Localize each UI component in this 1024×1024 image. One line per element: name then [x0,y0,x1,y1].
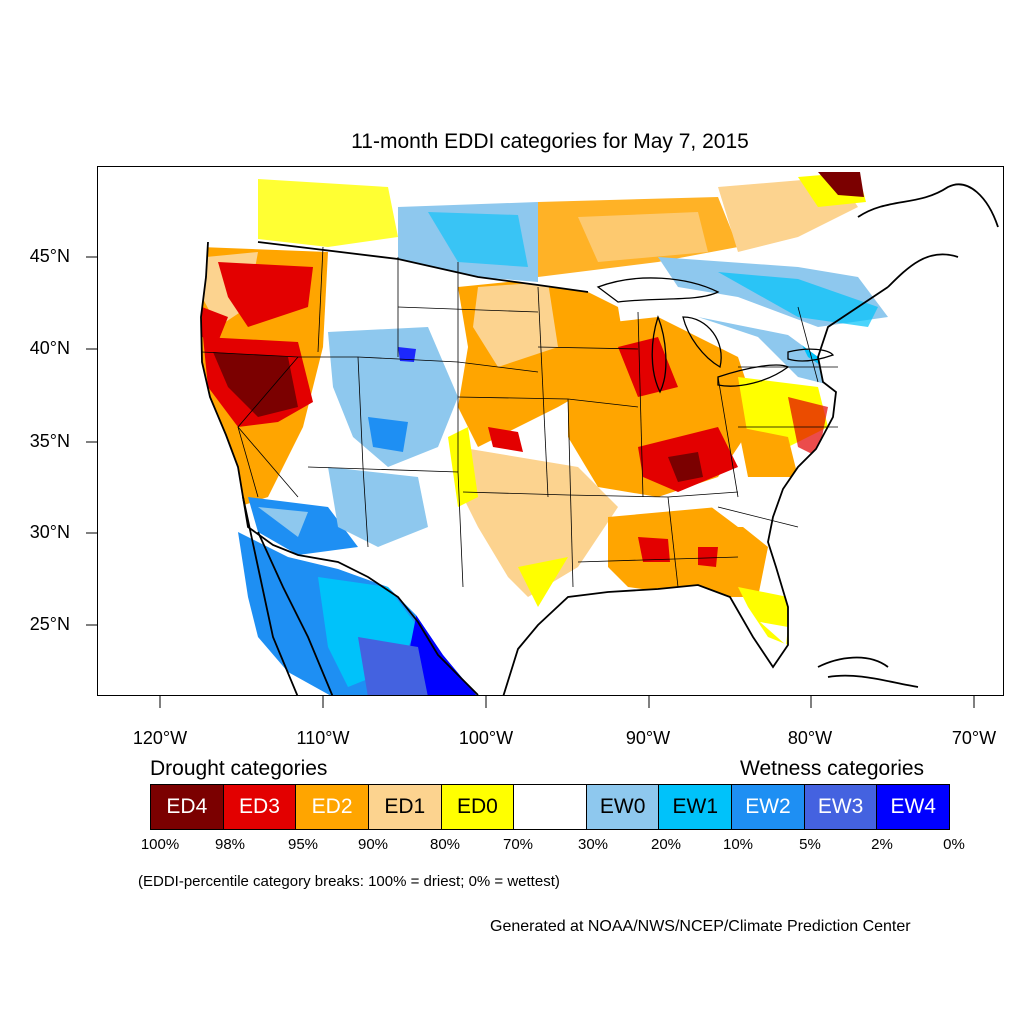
legend-colorbar: ED4 ED3 ED2 ED1 ED0 EW0 EW1 EW2 EW3 EW4 [150,784,950,830]
break-label-5: 5% [799,836,821,853]
lat-label-30: 30°N [29,522,70,542]
lon-label-90: 90°W [625,728,671,748]
eddi-map [200,167,999,695]
break-label-10: 10% [722,836,754,853]
legend-box-neutral [514,785,587,829]
break-label-30: 30% [577,836,609,853]
state-boundaries [201,246,838,588]
legend-box-ed3: ED3 [223,785,297,829]
legend-label-ew4: EW4 [890,795,936,818]
legend-box-ew0: EW0 [586,785,660,829]
legend-label-ew1: EW1 [672,795,719,818]
lat-label-25: 25°N [29,614,70,634]
legend-label-ed4: ED4 [166,795,208,818]
category-note: (EDDI-percentile category breaks: 100% =… [138,873,560,890]
legend-box-ew2: EW2 [732,785,805,829]
break-label-95: 95% [287,836,319,853]
legend-label-ed2: ED2 [311,795,353,818]
legend-box-ed1: ED1 [368,785,442,829]
legend-label-ed1: ED1 [384,795,426,818]
break-label-80: 80% [429,836,461,853]
break-label-90: 90% [357,836,389,853]
legend-label-ew0: EW0 [599,795,646,818]
legend-box-ew3: EW3 [804,785,878,829]
lat-ticks [86,256,97,626]
lon-label-70: 70°W [951,728,997,748]
drought-categories-heading: Drought categories [150,757,328,780]
legend-label-ew2: EW2 [745,795,791,818]
legend-label-ed0: ED0 [456,795,498,818]
canada-region [248,167,888,327]
lon-label-110: 110°W [296,728,350,748]
break-label-0: 0% [943,836,965,853]
legend-box-ew4: EW4 [877,785,950,829]
legend-label-ew3: EW3 [817,795,864,818]
break-label-100: 100% [140,836,180,853]
lon-label-80: 80°W [787,728,833,748]
lat-label-40: 40°N [29,338,70,358]
wetness-categories-heading: Wetness categories [740,757,925,780]
map-title: 11-month EDDI categories for May 7, 2015 [351,130,749,153]
coastlines [200,183,999,695]
legend-box-ed0: ED0 [441,785,515,829]
break-label-20: 20% [650,836,682,853]
credit-line: Generated at NOAA/NWS/NCEP/Climate Predi… [490,918,911,935]
break-label-2: 2% [871,836,893,853]
legend-label-ed3: ED3 [239,795,280,818]
map-panel [97,166,1004,696]
break-label-98: 98% [214,836,246,853]
lat-label-45: 45°N [29,246,70,266]
lon-ticks [159,696,975,708]
break-label-70: 70% [502,836,534,853]
legend-box-ew1: EW1 [659,785,733,829]
lon-label-120: 120°W [132,728,188,748]
lon-label-100: 100°W [458,728,514,748]
lat-label-35: 35°N [29,431,70,451]
legend-box-ed4: ED4 [151,785,224,829]
great-lakes [596,277,835,394]
legend-box-ed2: ED2 [296,785,369,829]
